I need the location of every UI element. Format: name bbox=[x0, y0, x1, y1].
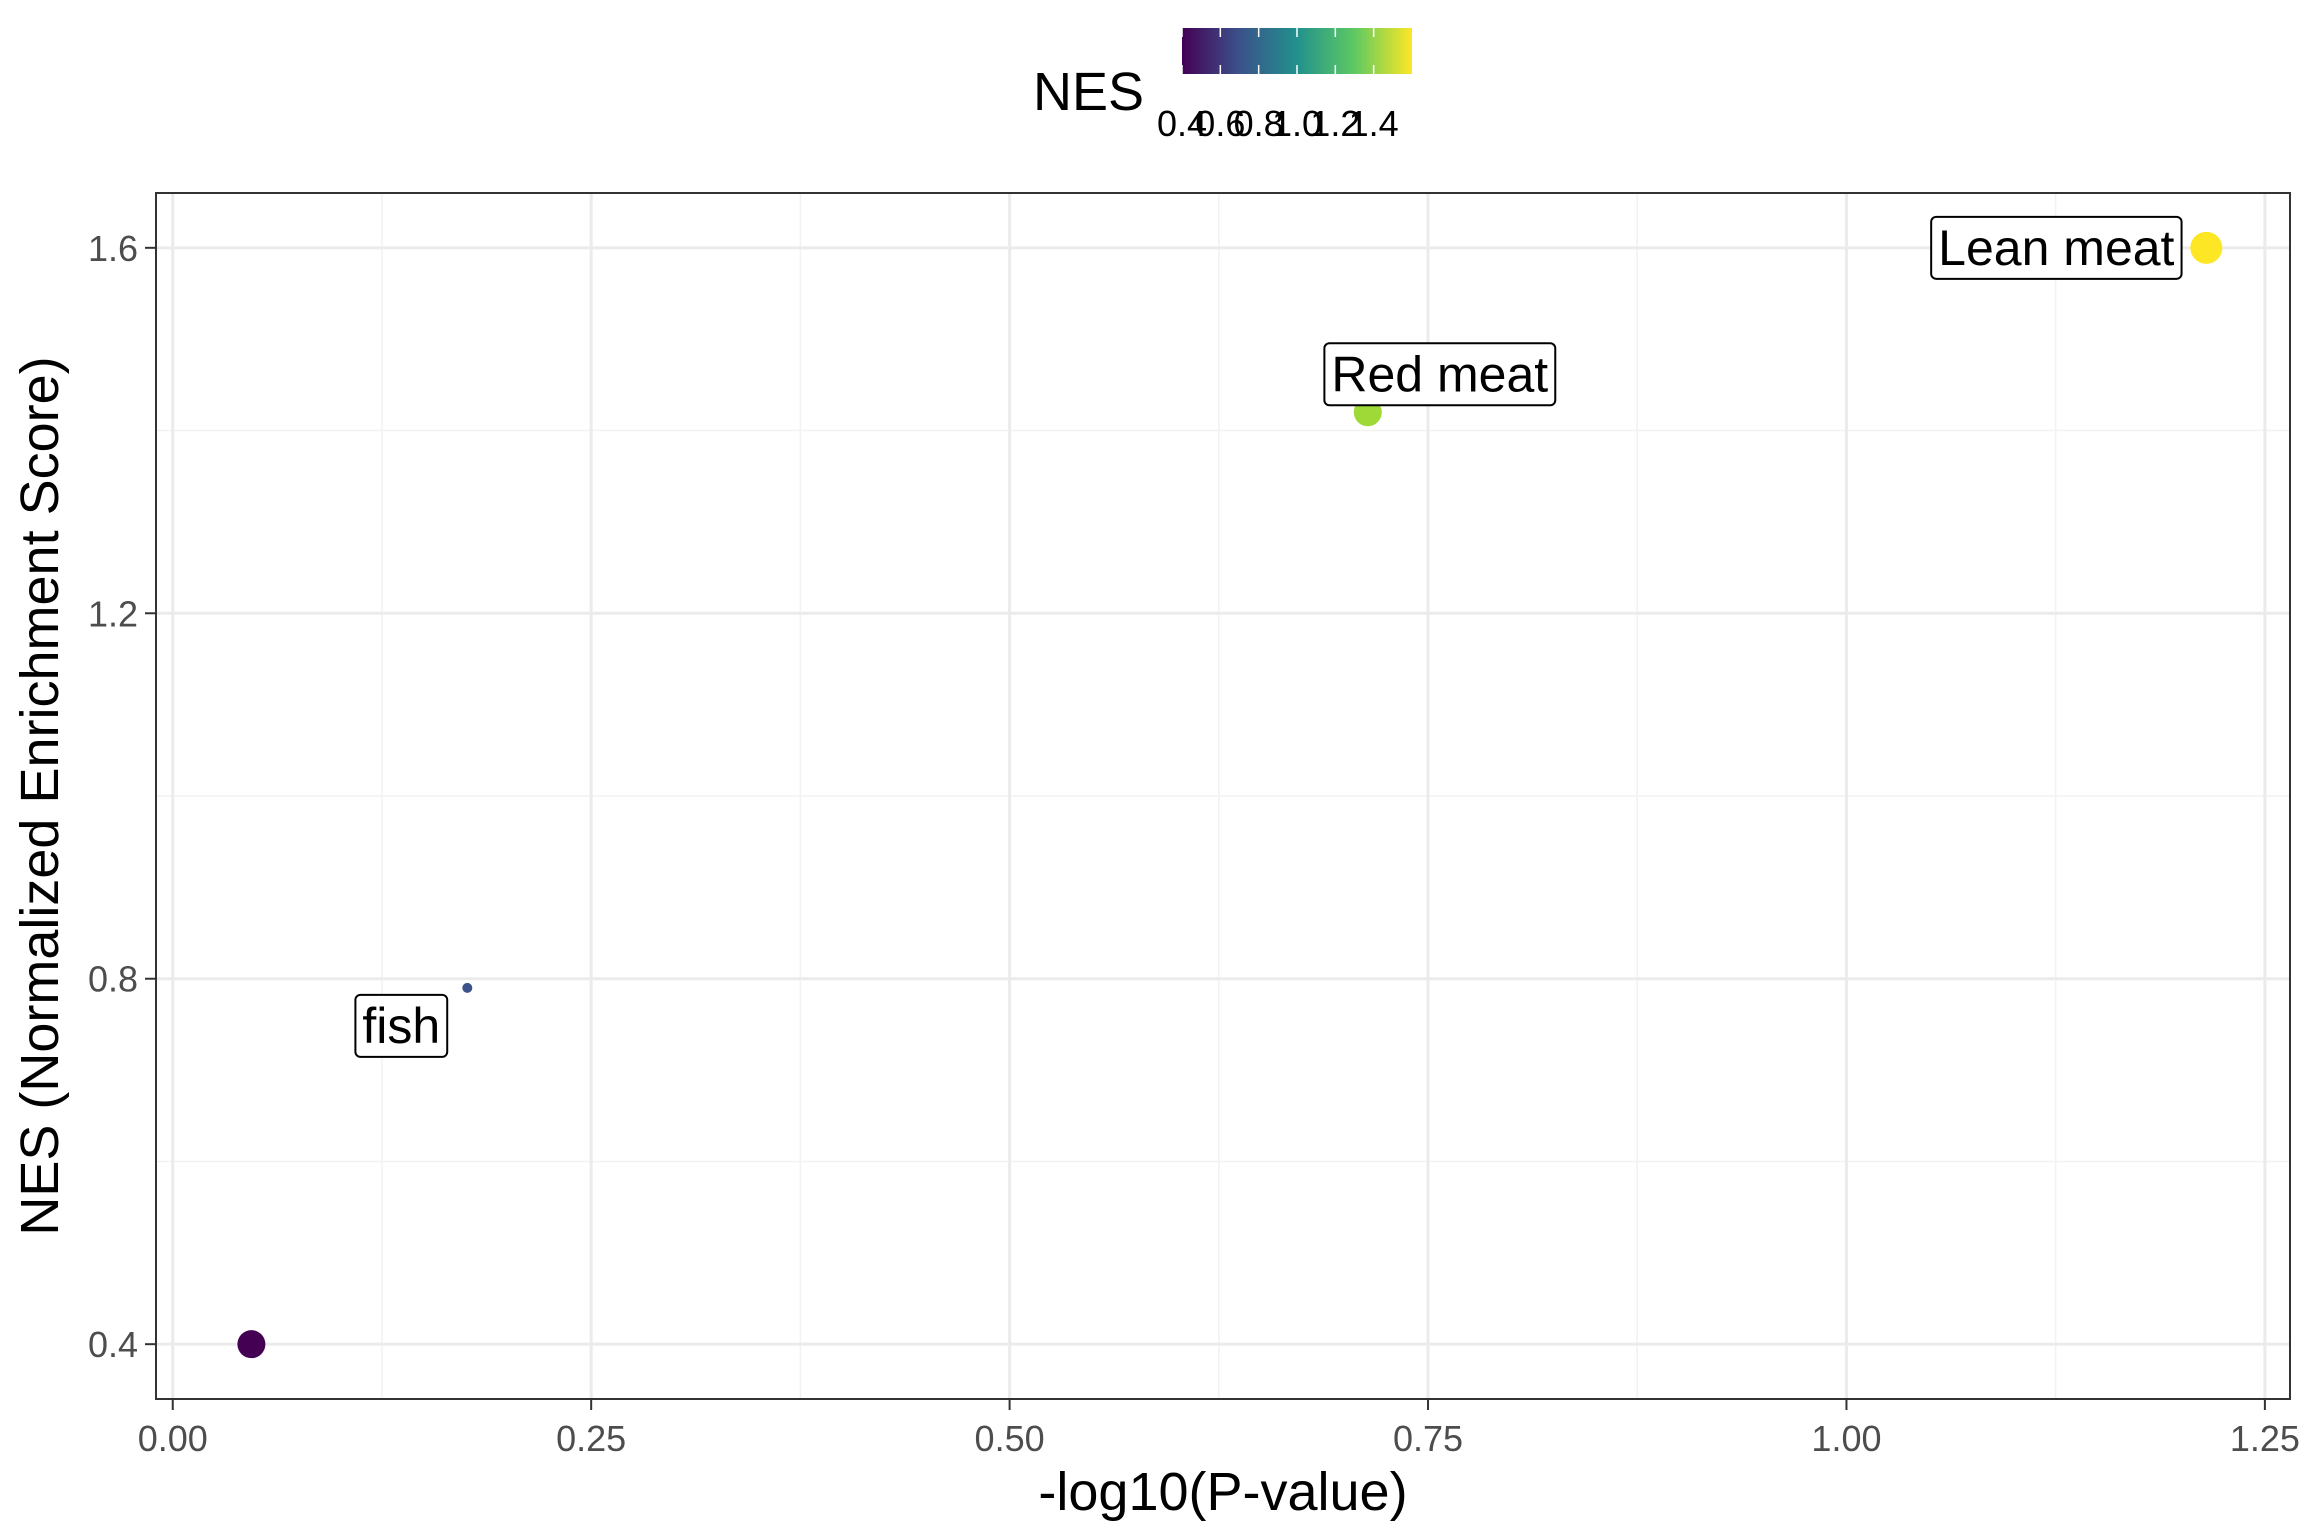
x-tick-label: 0.00 bbox=[138, 1418, 208, 1459]
point-label-group: Red meat bbox=[1323, 342, 1557, 407]
y-tick-label: 1.6 bbox=[88, 228, 138, 269]
legend-tick-label: 1.4 bbox=[1349, 103, 1399, 144]
x-tick-label: 0.75 bbox=[1393, 1418, 1463, 1459]
legend-tick-label: 1.2 bbox=[1310, 103, 1360, 144]
data-point bbox=[462, 982, 473, 993]
point-labels: fish Red meat Lean meat bbox=[354, 215, 2183, 1058]
x-axis: 0.00 0.25 0.50 0.75 1.00 1.25 bbox=[138, 1399, 2300, 1459]
panel-border bbox=[155, 192, 2291, 1400]
legend-tick-label: 1.0 bbox=[1272, 103, 1322, 144]
point-label: fish bbox=[362, 998, 440, 1054]
y-tick-label: 0.8 bbox=[88, 959, 138, 1000]
y-axis-title: NES (Normalized Enrichment Score) bbox=[10, 356, 70, 1235]
legend-title: NES bbox=[1033, 62, 1144, 122]
plot-panel: fish Red meat Lean meat bbox=[155, 192, 2291, 1400]
x-tick-label: 0.25 bbox=[556, 1418, 626, 1459]
point-label-group: fish bbox=[354, 993, 449, 1058]
x-tick-label: 1.00 bbox=[1811, 1418, 1881, 1459]
x-axis-title: -log10(P-value) bbox=[1038, 1462, 1407, 1522]
point-label-box bbox=[1930, 215, 2183, 280]
data-point bbox=[2190, 231, 2223, 264]
x-tick-label: 1.25 bbox=[2230, 1418, 2300, 1459]
grid-minor bbox=[156, 193, 2290, 1399]
legend-tick-label: 0.8 bbox=[1234, 103, 1284, 144]
data-point bbox=[237, 1330, 266, 1359]
x-tick-label: 0.50 bbox=[975, 1418, 1045, 1459]
point-label: Red meat bbox=[1331, 346, 1548, 402]
legend-tick-label: 0.6 bbox=[1195, 103, 1245, 144]
point-label-group: Lean meat bbox=[1930, 215, 2183, 280]
y-tick-label: 0.4 bbox=[88, 1324, 138, 1365]
color-legend: NES 0.40.60.81.01.21.4 bbox=[1033, 28, 1412, 144]
y-axis: 0.4 0.8 1.2 1.6 bbox=[88, 228, 156, 1365]
point-label: Lean meat bbox=[1938, 220, 2174, 276]
legend-ticks: 0.40.60.81.01.21.4 bbox=[1157, 28, 1399, 144]
point-label-box bbox=[1323, 342, 1557, 407]
y-tick-label: 1.2 bbox=[88, 593, 138, 634]
point-label-box bbox=[354, 993, 449, 1058]
legend-tick-label: 0.4 bbox=[1157, 103, 1207, 144]
